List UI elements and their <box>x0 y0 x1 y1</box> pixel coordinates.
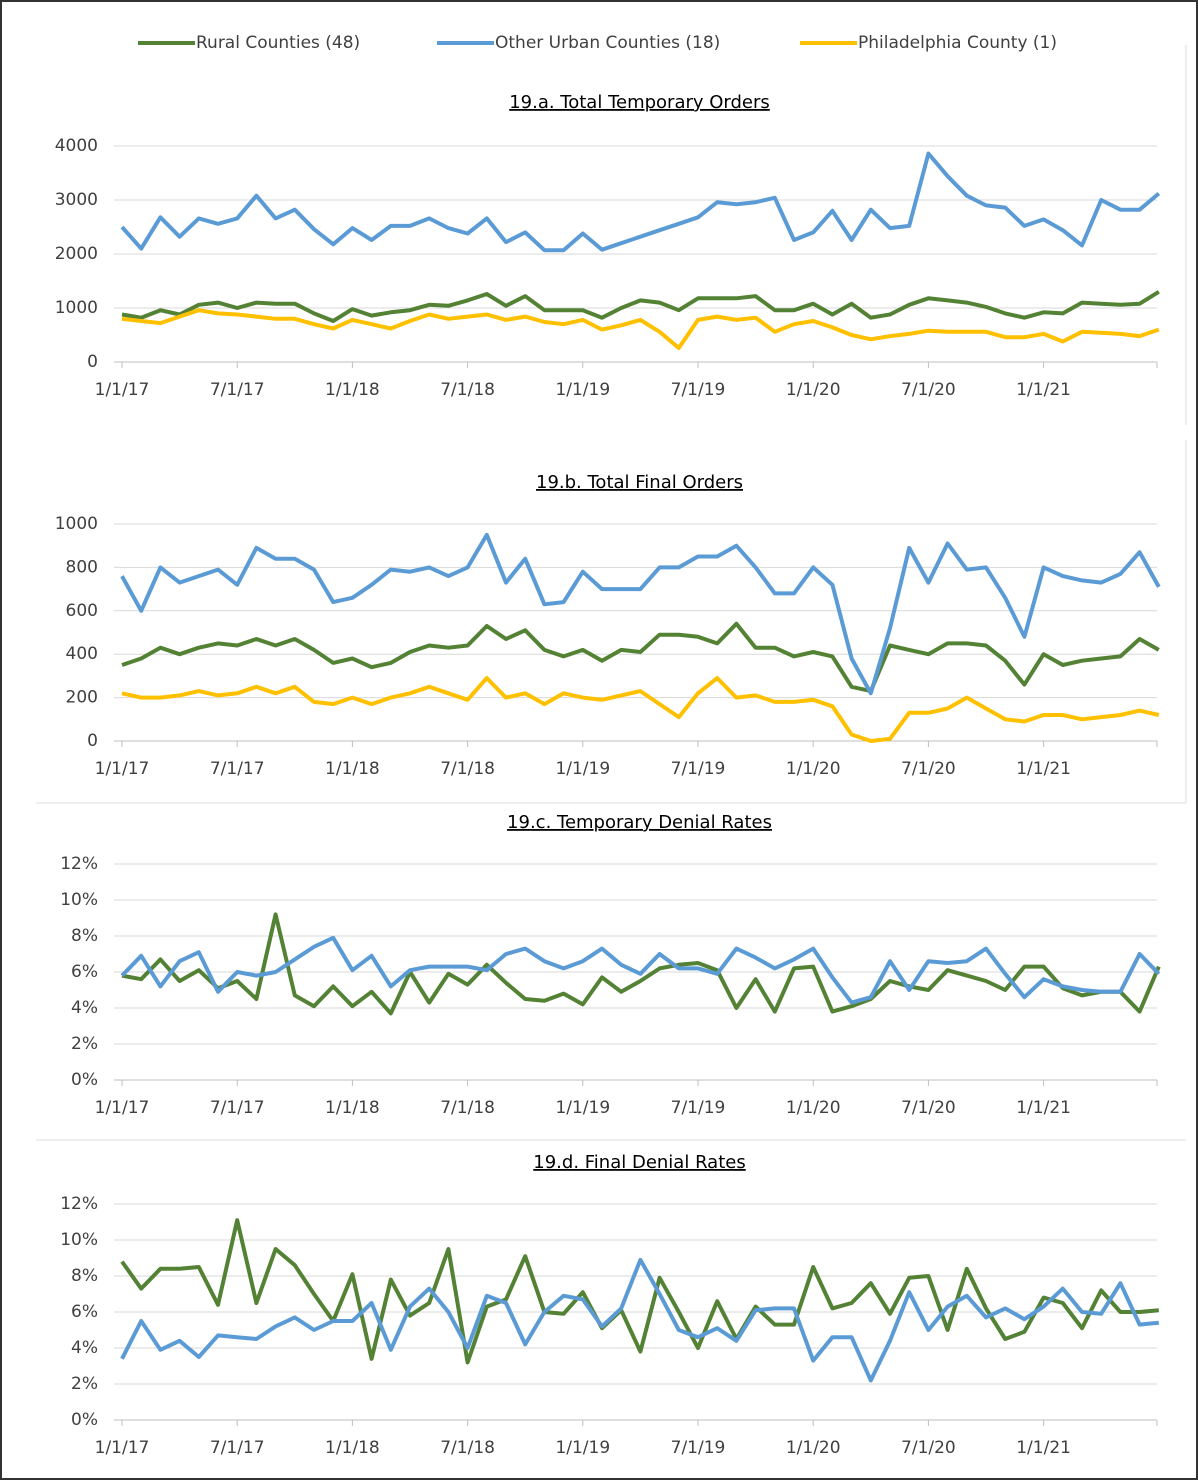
chart-title: 19.a. Total Temporary Orders <box>509 92 770 113</box>
chart-title: 19.d. Final Denial Rates <box>533 1152 745 1173</box>
y-tick-label: 6% <box>71 962 98 982</box>
y-tick-label: 4% <box>71 998 98 1018</box>
series-line <box>121 621 1160 694</box>
y-tick-label: 6% <box>71 1302 98 1322</box>
y-tick-label: 0 <box>87 352 98 372</box>
y-tick-label: 600 <box>66 601 98 621</box>
y-tick-label: 0% <box>71 1070 98 1090</box>
x-tick-label: 1/1/18 <box>325 1098 380 1118</box>
y-tick-label: 10% <box>60 1230 98 1250</box>
x-tick-label: 7/1/19 <box>671 1098 726 1118</box>
x-tick-label: 1/1/19 <box>555 380 610 400</box>
x-tick-label: 1/1/20 <box>786 1438 841 1458</box>
series-line <box>121 912 1161 1016</box>
x-tick-label: 1/1/21 <box>1016 1438 1071 1458</box>
x-tick-label: 1/1/20 <box>786 1098 841 1118</box>
x-tick-label: 1/1/17 <box>95 1098 150 1118</box>
x-tick-label: 7/1/19 <box>671 380 726 400</box>
series-line <box>120 1218 1159 1365</box>
y-tick-label: 2% <box>71 1374 98 1394</box>
y-tick-label: 12% <box>60 854 98 874</box>
y-tick-label: 2% <box>71 1034 98 1054</box>
x-tick-label: 1/1/19 <box>555 1098 610 1118</box>
x-tick-label: 1/1/21 <box>1016 1098 1071 1118</box>
x-tick-label: 7/1/17 <box>210 380 265 400</box>
legend-label: Philadelphia County (1) <box>858 33 1057 53</box>
y-tick-label: 0 <box>87 731 98 751</box>
y-tick-label: 10% <box>60 890 98 910</box>
x-tick-label: 7/1/20 <box>901 380 956 400</box>
x-tick-label: 7/1/18 <box>440 380 495 400</box>
x-tick-label: 7/1/18 <box>440 1098 495 1118</box>
y-tick-label: 200 <box>66 688 98 708</box>
y-tick-label: 2000 <box>55 244 98 264</box>
x-tick-label: 1/1/17 <box>95 1438 150 1458</box>
x-tick-label: 7/1/17 <box>210 1098 265 1118</box>
x-tick-label: 1/1/20 <box>786 380 841 400</box>
legend-label: Other Urban Counties (18) <box>495 33 720 53</box>
series-line <box>120 935 1161 1005</box>
legend-label: Rural Counties (48) <box>196 33 360 53</box>
y-tick-label: 0% <box>71 1410 98 1430</box>
series-line <box>121 290 1160 323</box>
x-tick-label: 7/1/20 <box>901 759 956 779</box>
y-tick-label: 12% <box>60 1194 98 1214</box>
series-line <box>121 308 1160 350</box>
x-tick-label: 1/1/18 <box>325 380 380 400</box>
series-line <box>120 1257 1159 1383</box>
x-tick-label: 1/1/18 <box>325 1438 380 1458</box>
x-tick-label: 1/1/19 <box>555 759 610 779</box>
x-tick-label: 1/1/17 <box>95 759 150 779</box>
y-tick-label: 1000 <box>55 514 98 534</box>
x-tick-label: 7/1/19 <box>671 759 726 779</box>
x-tick-label: 7/1/20 <box>901 1438 956 1458</box>
x-tick-label: 7/1/17 <box>210 1438 265 1458</box>
y-tick-label: 400 <box>66 644 98 664</box>
series-line <box>120 151 1161 253</box>
chart-title: 19.c. Temporary Denial Rates <box>507 812 772 833</box>
x-tick-label: 7/1/18 <box>440 759 495 779</box>
y-tick-label: 800 <box>66 557 98 577</box>
chart-title: 19.b. Total Final Orders <box>536 472 743 493</box>
x-tick-label: 1/1/20 <box>786 759 841 779</box>
y-tick-label: 4% <box>71 1338 98 1358</box>
series-line <box>121 676 1160 743</box>
y-tick-label: 8% <box>71 926 98 946</box>
x-tick-label: 1/1/17 <box>95 380 150 400</box>
y-tick-label: 4000 <box>55 136 98 156</box>
x-tick-label: 1/1/19 <box>555 1438 610 1458</box>
x-tick-label: 1/1/21 <box>1016 380 1071 400</box>
x-tick-label: 7/1/18 <box>440 1438 495 1458</box>
y-tick-label: 8% <box>71 1266 98 1286</box>
series-line <box>120 532 1161 696</box>
x-tick-label: 1/1/21 <box>1016 759 1071 779</box>
x-tick-label: 1/1/18 <box>325 759 380 779</box>
x-tick-label: 7/1/17 <box>210 759 265 779</box>
x-tick-label: 7/1/19 <box>671 1438 726 1458</box>
y-tick-label: 1000 <box>55 298 98 318</box>
x-tick-label: 7/1/20 <box>901 1098 956 1118</box>
y-tick-label: 3000 <box>55 190 98 210</box>
